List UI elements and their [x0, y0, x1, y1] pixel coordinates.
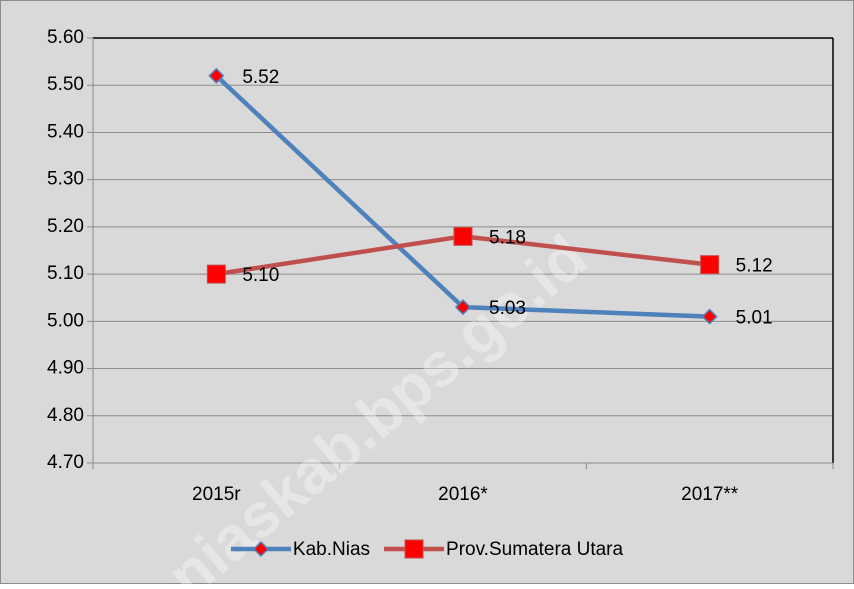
- legend-label: Prov.Sumatera Utara: [446, 539, 623, 560]
- data-label: 5.52: [242, 67, 279, 88]
- y-tick-label: 5.40: [47, 121, 84, 142]
- marker: [454, 299, 472, 316]
- data-label: 5.03: [489, 298, 526, 319]
- marker: [208, 67, 225, 84]
- marker: [453, 226, 473, 246]
- y-tick-label: 5.10: [47, 263, 84, 284]
- y-tick-label: 4.90: [47, 358, 84, 379]
- data-label: 5.18: [489, 227, 526, 248]
- legend-item: Kab.Nias: [230, 539, 370, 560]
- data-label: 5.12: [736, 256, 773, 277]
- marker: [700, 255, 720, 275]
- y-tick-label: 5.30: [47, 169, 84, 190]
- marker: [252, 540, 269, 558]
- legend: Kab.Nias Prov.Sumatera Utara: [230, 539, 624, 560]
- y-tick-label: 5.20: [47, 216, 84, 237]
- y-tick-label: 5.60: [47, 27, 84, 48]
- y-tick-label: 4.70: [47, 452, 84, 473]
- plot-area: [93, 38, 833, 463]
- data-label: 5.10: [242, 265, 279, 286]
- marker: [701, 308, 718, 325]
- legend-label: Kab.Nias: [293, 539, 370, 560]
- x-tick-label: 2016*: [438, 484, 488, 505]
- y-tick-label: 4.80: [47, 405, 84, 426]
- marker: [206, 264, 226, 284]
- x-tick-label: 2017**: [681, 484, 739, 505]
- y-tick-label: 5.50: [47, 74, 84, 95]
- legend-item: Prov.Sumatera Utara: [384, 539, 624, 560]
- data-label: 5.01: [736, 308, 773, 329]
- x-tick-label: 2015r: [192, 484, 241, 505]
- marker: [404, 539, 424, 559]
- y-tick-label: 5.00: [47, 310, 84, 331]
